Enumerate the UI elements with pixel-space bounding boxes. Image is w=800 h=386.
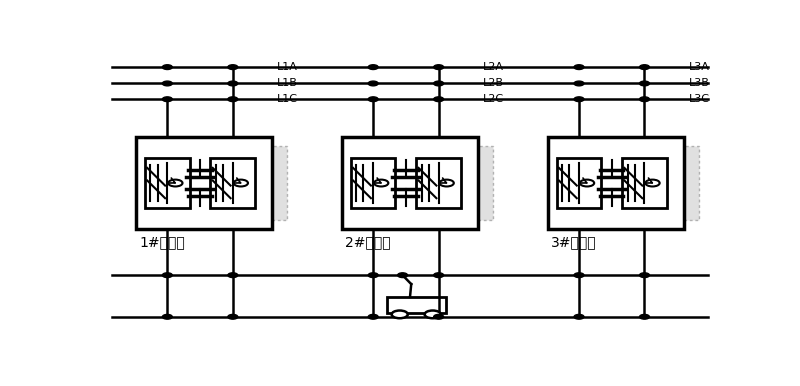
Bar	[145, 158, 190, 208]
Circle shape	[574, 315, 584, 319]
Text: L1A: L1A	[278, 62, 298, 72]
Text: L2C: L2C	[483, 94, 504, 104]
Text: 1#供电所: 1#供电所	[139, 235, 185, 249]
Circle shape	[162, 273, 172, 278]
Circle shape	[574, 65, 584, 69]
Bar	[416, 158, 461, 208]
Circle shape	[392, 310, 408, 318]
Circle shape	[639, 273, 650, 278]
Text: L3B: L3B	[689, 78, 710, 88]
Circle shape	[162, 315, 172, 319]
Circle shape	[228, 81, 238, 86]
Bar	[136, 137, 272, 229]
Text: L3A: L3A	[689, 62, 710, 72]
Circle shape	[425, 310, 441, 318]
Bar	[351, 158, 395, 208]
Bar	[548, 137, 684, 229]
Circle shape	[368, 315, 378, 319]
Circle shape	[228, 97, 238, 102]
Circle shape	[574, 97, 584, 102]
Bar	[606, 146, 699, 220]
Circle shape	[639, 65, 650, 69]
Bar	[210, 158, 255, 208]
Text: L1C: L1C	[278, 94, 298, 104]
Circle shape	[646, 179, 660, 186]
Bar	[342, 137, 478, 229]
Circle shape	[574, 81, 584, 86]
Circle shape	[639, 315, 650, 319]
Circle shape	[434, 273, 444, 278]
Text: L3C: L3C	[689, 94, 710, 104]
Circle shape	[434, 315, 444, 319]
Text: L2B: L2B	[483, 78, 504, 88]
Circle shape	[228, 315, 238, 319]
Circle shape	[368, 273, 378, 278]
Circle shape	[228, 273, 238, 278]
Circle shape	[439, 179, 454, 186]
Circle shape	[398, 273, 407, 278]
Bar	[400, 146, 493, 220]
Bar	[622, 158, 667, 208]
Text: 3#供电所: 3#供电所	[550, 235, 596, 249]
Text: L2A: L2A	[483, 62, 504, 72]
Circle shape	[368, 65, 378, 69]
Circle shape	[368, 97, 378, 102]
Circle shape	[162, 65, 172, 69]
Bar	[386, 297, 446, 313]
Circle shape	[368, 81, 378, 86]
Circle shape	[434, 81, 444, 86]
Circle shape	[580, 179, 594, 186]
Circle shape	[162, 97, 172, 102]
Bar	[194, 146, 287, 220]
Circle shape	[234, 179, 248, 186]
Bar	[557, 158, 602, 208]
Circle shape	[228, 65, 238, 69]
Circle shape	[639, 97, 650, 102]
Circle shape	[168, 179, 182, 186]
Circle shape	[434, 97, 444, 102]
Circle shape	[639, 81, 650, 86]
Circle shape	[162, 81, 172, 86]
Circle shape	[374, 179, 388, 186]
Circle shape	[434, 65, 444, 69]
Circle shape	[574, 273, 584, 278]
Text: L1B: L1B	[278, 78, 298, 88]
Text: 2#供电所: 2#供电所	[345, 235, 390, 249]
